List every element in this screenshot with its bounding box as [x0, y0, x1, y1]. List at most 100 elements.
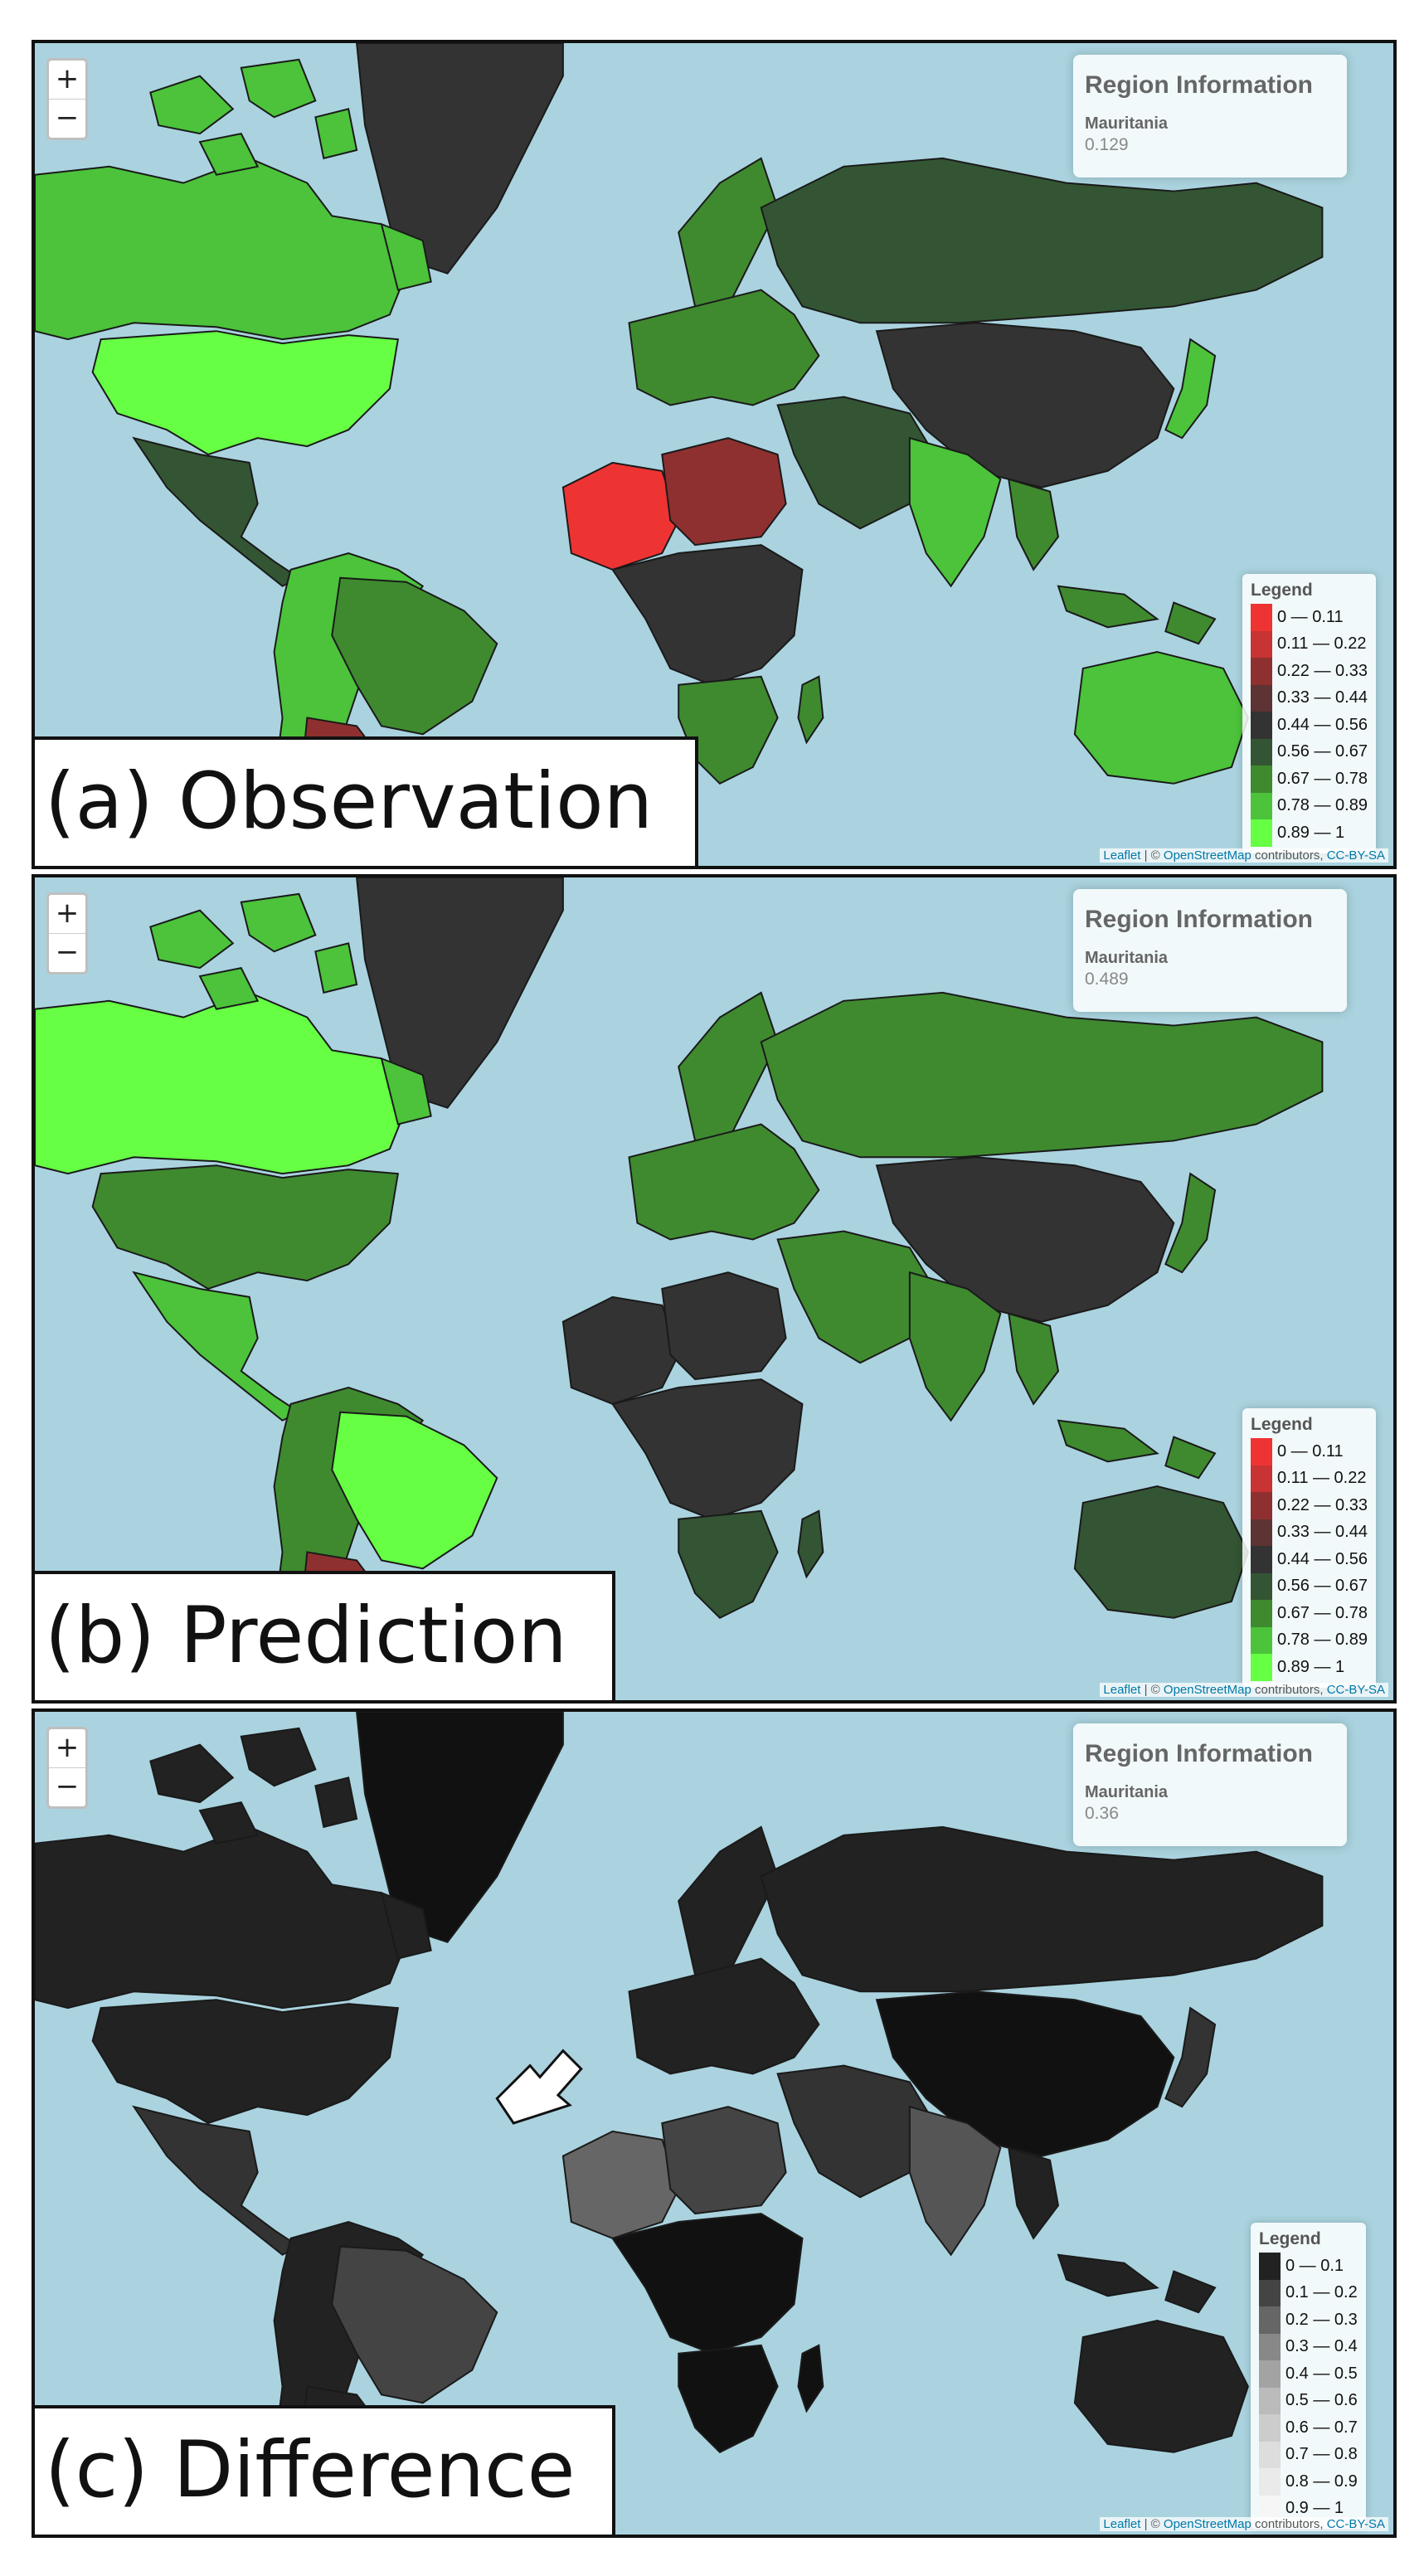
- region-central-africa[interactable]: [610, 544, 804, 686]
- license-link[interactable]: CC-BY-SA: [1326, 848, 1385, 863]
- region-russia[interactable]: [760, 991, 1324, 1159]
- region-usa[interactable]: [91, 330, 400, 456]
- legend-swatch: [1251, 819, 1272, 847]
- region-southeast-asia[interactable]: [1008, 478, 1217, 645]
- region-india[interactable]: [908, 2105, 1002, 2257]
- world-map[interactable]: [35, 877, 1393, 1700]
- region-brazil[interactable]: [331, 576, 498, 736]
- legend-swatch: [1251, 766, 1272, 793]
- legend-label: 0.11 — 0.22: [1277, 1469, 1367, 1488]
- region-madagascar[interactable]: [797, 675, 824, 745]
- legend-item: 0.6 — 0.7: [1259, 2414, 1358, 2442]
- region-greenland[interactable]: [356, 43, 564, 275]
- leaflet-link[interactable]: Leaflet: [1103, 1683, 1141, 1697]
- region-australia[interactable]: [1073, 651, 1249, 785]
- region-southern-africa[interactable]: [678, 1509, 779, 1620]
- region-west-africa[interactable]: [561, 1295, 680, 1405]
- region-greenland[interactable]: [356, 1712, 564, 1943]
- zoom-out-button[interactable]: −: [55, 936, 80, 969]
- osm-link[interactable]: OpenStreetMap: [1163, 2517, 1251, 2531]
- legend-label: 0.22 — 0.33: [1277, 661, 1368, 680]
- region-russia[interactable]: [760, 157, 1324, 324]
- osm-link[interactable]: OpenStreetMap: [1163, 848, 1251, 863]
- region-japan[interactable]: [1164, 1172, 1217, 1274]
- region-usa[interactable]: [91, 1164, 400, 1290]
- legend-label: 0.78 — 0.89: [1277, 796, 1368, 815]
- region-china[interactable]: [875, 322, 1175, 488]
- region-southeast-asia[interactable]: [1008, 2146, 1217, 2314]
- region-india[interactable]: [908, 1271, 1002, 1422]
- region-arctic-islands[interactable]: [149, 1727, 358, 1845]
- region-europe[interactable]: [628, 289, 820, 406]
- license-link[interactable]: CC-BY-SA: [1326, 2517, 1385, 2531]
- region-mexico[interactable]: [132, 436, 301, 587]
- leaflet-link[interactable]: Leaflet: [1103, 2517, 1141, 2531]
- region-madagascar[interactable]: [797, 2344, 824, 2413]
- region-sahel[interactable]: [661, 437, 787, 547]
- region-mexico[interactable]: [132, 1271, 301, 1422]
- legend-label: 0.56 — 0.67: [1277, 742, 1368, 761]
- legend-item: 0.2 — 0.3: [1259, 2306, 1358, 2334]
- region-scandinavia[interactable]: [678, 157, 779, 308]
- legend-label: 0.9 — 1: [1285, 2499, 1344, 2518]
- legend-swatch: [1251, 1465, 1272, 1492]
- zoom-out-button[interactable]: −: [55, 101, 80, 134]
- region-japan[interactable]: [1164, 2006, 1217, 2108]
- region-india[interactable]: [908, 436, 1002, 588]
- osm-link[interactable]: OpenStreetMap: [1163, 1683, 1251, 1697]
- region-brazil[interactable]: [331, 2245, 498, 2404]
- region-southern-africa[interactable]: [678, 2344, 779, 2454]
- legend-label: 0.22 — 0.33: [1277, 1495, 1368, 1514]
- world-map[interactable]: [35, 43, 1393, 866]
- region-southeast-asia[interactable]: [1008, 1312, 1217, 1480]
- region-central-africa[interactable]: [610, 1378, 804, 1520]
- region-madagascar[interactable]: [797, 1509, 824, 1579]
- legend-swatch: [1251, 1438, 1272, 1465]
- zoom-in-button[interactable]: +: [49, 61, 85, 100]
- region-southern-africa[interactable]: [678, 675, 779, 785]
- region-usa[interactable]: [91, 1999, 400, 2125]
- zoom-in-button[interactable]: +: [49, 1729, 85, 1768]
- world-map[interactable]: [35, 1712, 1393, 2535]
- license-link[interactable]: CC-BY-SA: [1326, 1683, 1385, 1697]
- region-china[interactable]: [875, 1990, 1175, 2157]
- region-north-america-east[interactable]: [380, 1891, 432, 1960]
- region-europe[interactable]: [628, 1123, 820, 1241]
- region-canada[interactable]: [35, 1825, 407, 2010]
- region-sahel[interactable]: [661, 1271, 787, 1381]
- region-greenland[interactable]: [356, 877, 564, 1109]
- region-canada[interactable]: [35, 157, 407, 341]
- region-australia[interactable]: [1073, 2320, 1249, 2453]
- region-mexico[interactable]: [132, 2105, 301, 2256]
- zoom-out-button[interactable]: −: [55, 1770, 80, 1803]
- region-central-africa[interactable]: [610, 2213, 804, 2355]
- legend-label: 0.1 — 0.2: [1285, 2283, 1358, 2302]
- region-russia[interactable]: [760, 1825, 1324, 1993]
- zoom-in-button[interactable]: +: [49, 895, 85, 934]
- region-scandinavia[interactable]: [678, 991, 779, 1142]
- map-panel-prediction: + − Region Information Mauritania 0.489 …: [32, 874, 1397, 1704]
- region-north-america-east[interactable]: [380, 222, 432, 291]
- legend-label: 0.33 — 0.44: [1277, 688, 1368, 707]
- region-name: Mauritania: [1085, 949, 1169, 967]
- region-brazil[interactable]: [331, 1411, 498, 1570]
- region-info-box: Region Information Mauritania 0.36: [1073, 1723, 1347, 1846]
- region-info-box: Region Information Mauritania 0.129: [1073, 55, 1347, 177]
- legend-label: 0.78 — 0.89: [1277, 1631, 1368, 1650]
- region-australia[interactable]: [1073, 1485, 1249, 1619]
- legend-swatch: [1251, 738, 1272, 766]
- region-west-africa[interactable]: [561, 461, 680, 571]
- region-japan[interactable]: [1164, 338, 1217, 440]
- region-info-title: Region Information: [1085, 1740, 1313, 1767]
- region-scandinavia[interactable]: [678, 1825, 779, 1976]
- legend-item: 0.78 — 0.89: [1251, 1626, 1368, 1654]
- region-china[interactable]: [875, 1156, 1175, 1323]
- region-west-africa[interactable]: [561, 2130, 680, 2239]
- region-north-america-east[interactable]: [380, 1057, 432, 1125]
- region-arctic-islands[interactable]: [149, 892, 358, 1010]
- leaflet-link[interactable]: Leaflet: [1103, 848, 1141, 863]
- region-europe[interactable]: [628, 1957, 820, 2075]
- region-arctic-islands[interactable]: [149, 58, 358, 176]
- region-sahel[interactable]: [661, 2106, 787, 2215]
- region-canada[interactable]: [35, 991, 407, 1175]
